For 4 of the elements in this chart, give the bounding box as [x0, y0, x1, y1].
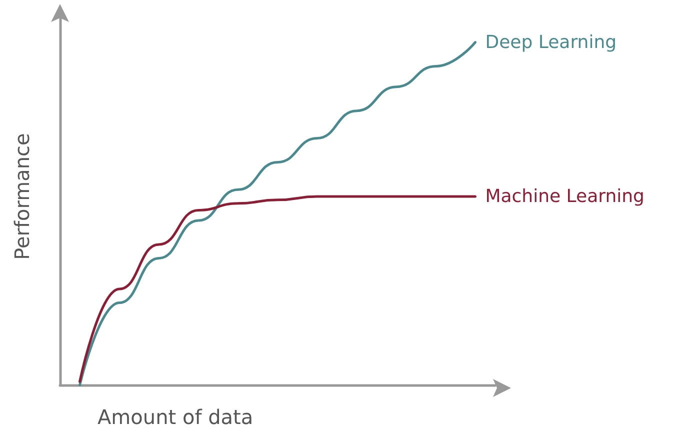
series-label: Deep Learning [485, 32, 617, 53]
series-label: Machine Learning [485, 186, 644, 207]
x-axis-title: Amount of data [98, 405, 254, 429]
y-axis-title: Performance [10, 133, 34, 260]
